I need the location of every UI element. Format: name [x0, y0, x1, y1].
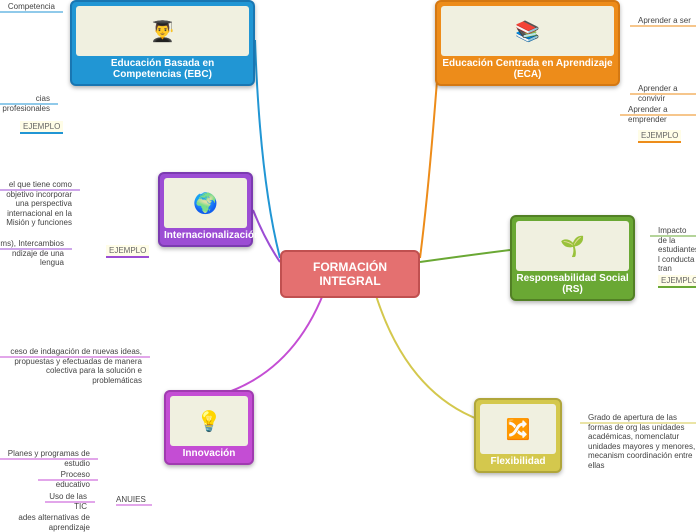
branch-label-eca: Educación Centrada en Aprendizaje (ECA) [441, 58, 614, 80]
leaf-eca-0: Aprender a ser [638, 16, 696, 26]
leaf-ebc-0: Competencia [0, 2, 55, 12]
branch-eca[interactable]: 📚Educación Centrada en Aprendizaje (ECA) [435, 0, 620, 86]
leaf-ebc-1: cias profesionales [0, 94, 50, 113]
leaf-eca-1: Aprender a convivir [638, 84, 696, 103]
branch-image-ebc: 👨‍🎓 [76, 6, 249, 56]
branch-label-intl: Internacionalización [164, 230, 247, 241]
branch-image-innov: 💡 [170, 396, 248, 446]
branch-image-flex: 🔀 [480, 404, 556, 454]
leaf-innov-5: ANUIES [116, 495, 144, 505]
branch-image-eca: 📚 [441, 6, 614, 56]
branch-rs[interactable]: 🌱Responsabilidad Social (RS) [510, 215, 635, 301]
leaf-innov-0: ceso de indagación de nuevas ideas, prop… [0, 347, 142, 385]
branch-image-intl: 🌍 [164, 178, 247, 228]
leaf-innov-3: Uso de las TIC [45, 492, 87, 511]
branch-image-rs: 🌱 [516, 221, 629, 271]
ejemplo-ebc[interactable]: EJEMPLO [20, 121, 63, 134]
branch-label-flex: Flexibilidad [480, 456, 556, 467]
branch-label-ebc: Educación Basada en Competencias (EBC) [76, 58, 249, 80]
leaf-intl-1: ms), Intercambios ndizaje de una lengua [0, 239, 64, 268]
leaf-rs-0: Impacto de la estudiantes, l conducta tr… [658, 226, 696, 274]
leaf-innov-1: Planes y programas de estudio [0, 449, 90, 468]
branch-label-rs: Responsabilidad Social (RS) [516, 273, 629, 295]
branch-label-innov: Innovación [170, 448, 248, 459]
ejemplo-intl[interactable]: EJEMPLO [106, 245, 149, 258]
central-node[interactable]: FORMACIÓN INTEGRAL [280, 250, 420, 298]
leaf-flex-0: Grado de apertura de las formas de org l… [588, 413, 696, 471]
leaf-innov-4: ades alternativas de aprendizaje [0, 513, 90, 532]
branch-ebc[interactable]: 👨‍🎓Educación Basada en Competencias (EBC… [70, 0, 255, 86]
leaf-innov-2: Proceso educativo [38, 470, 90, 489]
ejemplo-eca[interactable]: EJEMPLO [638, 130, 681, 143]
leaf-eca-2: Aprender a emprender [628, 105, 696, 124]
leaf-intl-0: el que tiene como objetivo incorporar un… [0, 180, 72, 228]
branch-flex[interactable]: 🔀 Flexibilidad [474, 398, 562, 473]
branch-innov[interactable]: 💡 Innovación [164, 390, 254, 465]
branch-intl[interactable]: 🌍 Internacionalización [158, 172, 253, 247]
ejemplo-rs[interactable]: EJEMPLO [658, 275, 696, 288]
